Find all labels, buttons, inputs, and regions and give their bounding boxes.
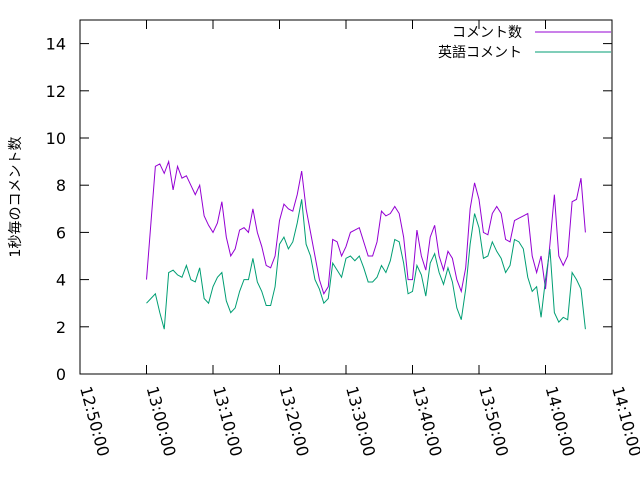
x-tick-label: 13:20:00	[276, 384, 313, 458]
series-line-2	[146, 199, 586, 330]
x-tick-label: 13:40:00	[409, 384, 446, 458]
plot-area	[146, 159, 586, 330]
y-tick-label: 6	[56, 223, 66, 242]
y-tick-label: 8	[56, 176, 66, 195]
legend-label-1: コメント数	[452, 25, 522, 41]
y-tick-label: 0	[56, 365, 66, 384]
x-tick-label: 13:00:00	[143, 384, 180, 458]
x-tick-label: 14:10:00	[608, 384, 640, 458]
x-tick-label: 13:10:00	[209, 384, 246, 458]
x-tick-label: 13:30:00	[342, 384, 379, 458]
legend-label-2: 英語コメント	[438, 44, 522, 61]
y-tick-label: 4	[56, 271, 66, 290]
series-line-1	[146, 159, 586, 295]
x-tick-label: 13:50:00	[475, 384, 512, 458]
y-axis-label: 1秒毎のコメント数	[8, 137, 24, 258]
y-tick-label: 10	[46, 129, 66, 148]
y-tick-label: 2	[56, 318, 66, 337]
y-tick-label: 14	[46, 35, 66, 54]
y-tick-label: 12	[46, 82, 66, 101]
x-tick-label: 12:50:00	[76, 384, 113, 458]
x-tick-label: 14:00:00	[542, 384, 579, 458]
plot-border	[79, 19, 613, 375]
